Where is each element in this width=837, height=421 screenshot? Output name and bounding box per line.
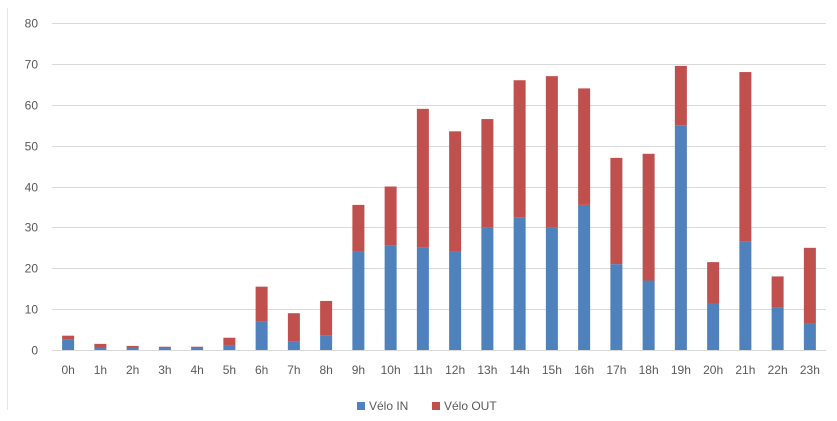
y-tick-label: 40 — [25, 181, 39, 195]
bar-velo-in — [62, 339, 75, 350]
x-tick-label: 13h — [477, 363, 497, 377]
x-tick-label: 14h — [510, 363, 530, 377]
legend-label-velo-out: Vélo OUT — [444, 399, 497, 413]
bar-velo-out — [449, 131, 462, 252]
x-tick-label: 6h — [255, 363, 268, 377]
bar-velo-in — [481, 227, 494, 350]
x-tick-label: 5h — [223, 363, 236, 377]
y-tick-label: 70 — [25, 58, 39, 72]
bar-velo-in — [610, 264, 623, 350]
x-tick-label: 18h — [639, 363, 659, 377]
bar-velo-in — [352, 251, 365, 350]
x-tick-label: 19h — [671, 363, 691, 377]
x-tick-label: 21h — [735, 363, 755, 377]
x-tick-label: 12h — [445, 363, 465, 377]
x-tick-label: 16h — [574, 363, 594, 377]
legend-swatch-velo-in — [357, 402, 365, 410]
bar-velo-in — [416, 247, 429, 350]
bar-velo-out — [255, 286, 268, 322]
bar-velo-out — [674, 65, 687, 126]
legend: Vélo IN Vélo OUT — [357, 399, 497, 413]
x-tick-label: 17h — [606, 363, 626, 377]
bar-velo-in — [223, 345, 236, 350]
x-tick-label: 15h — [542, 363, 562, 377]
bar-velo-in — [126, 347, 139, 350]
x-tick-label: 9h — [352, 363, 365, 377]
bar-velo-out — [384, 186, 397, 246]
bar-velo-in — [384, 245, 397, 350]
bar-velo-in — [578, 204, 591, 350]
bar-velo-out — [191, 346, 204, 348]
x-tick-label: 10h — [381, 363, 401, 377]
bar-velo-in — [255, 321, 268, 350]
bar-velo-out — [707, 262, 720, 303]
bar-velo-in — [674, 125, 687, 350]
bar-velo-out — [223, 337, 236, 346]
y-tick-label: 60 — [25, 99, 39, 113]
bar-velo-in — [449, 251, 462, 350]
bar-velo-out — [126, 345, 139, 348]
bar-velo-out — [610, 157, 623, 265]
y-gridlines — [52, 23, 826, 351]
bar-velo-in — [642, 280, 655, 350]
bar-velo-out — [416, 108, 429, 248]
legend-label-velo-in: Vélo IN — [369, 399, 408, 413]
x-tick-label: 2h — [126, 363, 139, 377]
bar-velo-in — [94, 347, 107, 350]
legend-swatch-velo-out — [432, 402, 440, 410]
x-tick-label: 11h — [413, 363, 432, 377]
y-axis-ticks: 0 10 20 30 40 50 60 70 80 — [25, 17, 39, 358]
y-tick-label: 80 — [25, 17, 39, 31]
bar-velo-in — [771, 307, 784, 350]
bar-velo-in — [158, 347, 171, 350]
x-tick-label: 1h — [94, 363, 107, 377]
x-tick-label: 0h — [61, 363, 74, 377]
bar-velo-out — [578, 88, 591, 205]
bar-velo-in — [707, 302, 720, 350]
bar-velo-out — [803, 247, 816, 324]
bar-velo-in — [287, 341, 300, 350]
y-tick-label: 10 — [25, 303, 39, 317]
x-tick-label: 8h — [319, 363, 332, 377]
bar-velo-in — [739, 241, 752, 350]
bar-velo-out — [513, 80, 526, 218]
bar-velo-out — [481, 119, 494, 228]
x-tick-label: 23h — [800, 363, 820, 377]
bar-velo-in — [320, 335, 333, 350]
y-tick-label: 20 — [25, 262, 39, 276]
bar-velo-in — [545, 227, 558, 350]
x-tick-label: 20h — [703, 363, 723, 377]
bar-velo-out — [739, 72, 752, 242]
bars — [62, 65, 816, 350]
bar-velo-in — [513, 217, 526, 350]
bar-velo-out — [287, 313, 300, 342]
bar-velo-out — [642, 153, 655, 281]
x-axis-ticks: 0h 1h 2h 3h 4h 5h 6h 7h 8h 9h 10h 11h 12h 13h 14h 15h 16… — [61, 363, 819, 377]
bar-velo-in — [191, 347, 204, 350]
x-tick-label: 4h — [190, 363, 203, 377]
y-tick-label: 50 — [25, 140, 39, 154]
bar-velo-out — [545, 76, 558, 228]
y-tick-label: 0 — [31, 344, 38, 358]
bar-velo-out — [94, 343, 107, 348]
x-tick-label: 22h — [768, 363, 788, 377]
x-tick-label: 3h — [158, 363, 171, 377]
bar-velo-in — [803, 323, 816, 350]
bar-velo-out — [352, 204, 365, 252]
y-tick-label: 30 — [25, 221, 39, 235]
bar-velo-out — [158, 346, 171, 348]
bar-velo-out — [320, 300, 333, 336]
bar-velo-out — [771, 276, 784, 308]
bar-velo-out — [62, 335, 75, 340]
x-tick-label: 7h — [287, 363, 300, 377]
